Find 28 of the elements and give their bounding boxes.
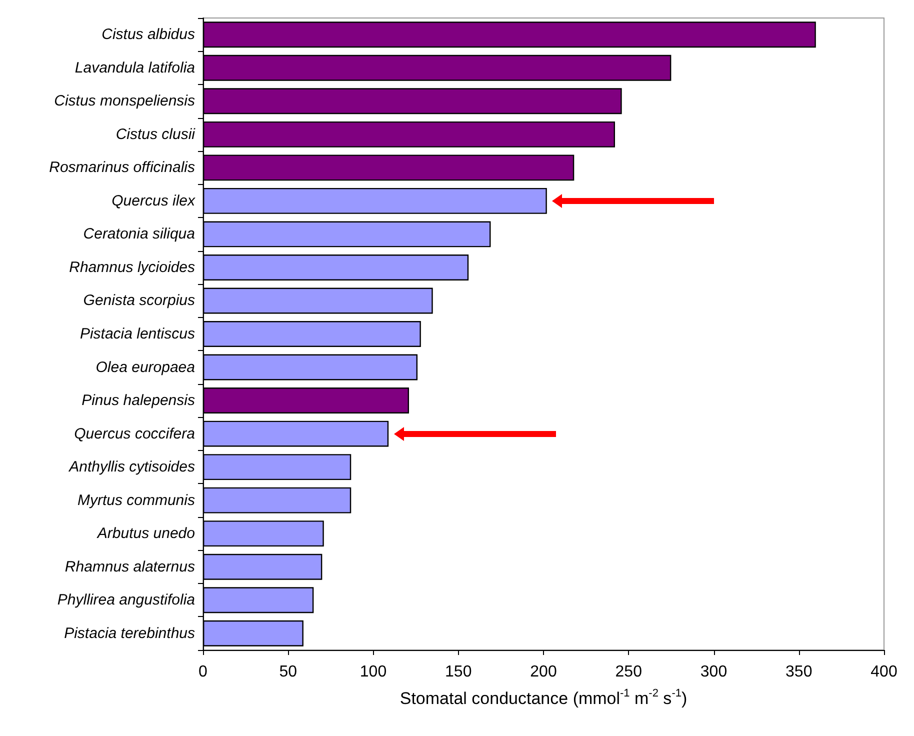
x-tick-label: 200 [530,664,557,680]
y-tick-label: Rhamnus lycioides [69,258,196,276]
x-tick-label: 300 [700,664,728,680]
x-tick-label: 350 [786,664,812,680]
y-tick-label: Ceratonia siliqua [83,226,195,243]
y-tick-label: Myrtus communis [77,492,196,509]
y-tick-label: Pinus halepensis [82,392,196,410]
x-tick-label: 100 [360,664,387,680]
x-tick-label: 250 [615,664,642,680]
y-tick-label: Arbutus unedo [96,525,195,542]
y-tick-label: Anthyllis cytisoides [68,458,196,476]
x-tick-label: 50 [279,664,298,680]
y-tick-label: Quercus ilex [112,192,196,210]
x-tick-label: 150 [445,664,472,680]
y-tick-label: Pistacia terebinthus [64,624,196,642]
y-tick-label: Cistus clusii [116,126,196,143]
x-tick-label: 400 [870,664,898,680]
x-tick-label: 0 [198,664,208,680]
y-tick-label: Quercus coccifera [74,425,195,442]
y-tick-label: Cistus monspeliensis [54,92,196,110]
y-tick-label: Cistus albidus [102,26,196,44]
y-tick-label: Olea europaea [96,358,195,376]
y-tick-label: Lavandula latifolia [74,59,195,76]
y-tick-label: Phyllirea angustifolia [57,592,195,609]
y-tick-label: Rosmarinus officinalis [49,159,196,176]
y-tick-label: Rhamnus alaternus [64,558,196,576]
y-tick-label: Pistacia lentiscus [80,326,196,342]
y-tick-label: Genista scorpius [83,292,196,310]
